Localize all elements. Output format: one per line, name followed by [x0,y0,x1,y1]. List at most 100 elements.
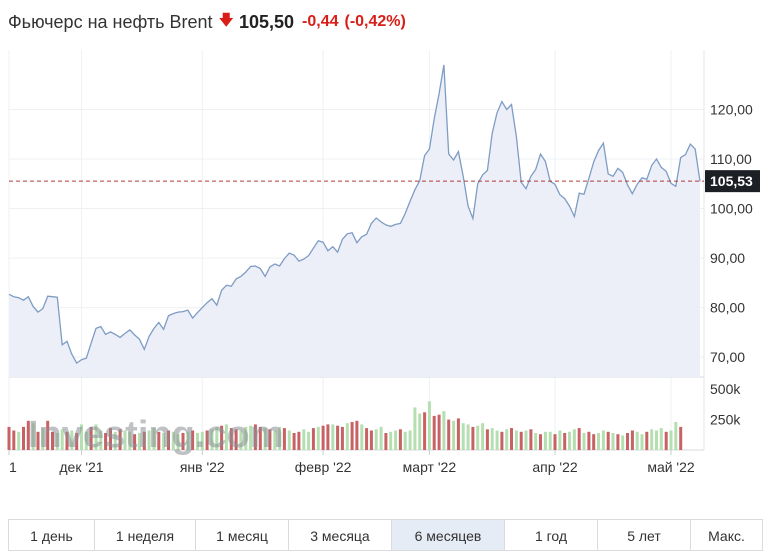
period-button-0[interactable]: 1 день [8,519,95,551]
volume-bar [423,412,427,450]
volume-bar [350,422,354,450]
period-button-5[interactable]: 1 год [505,519,598,551]
volume-bar [621,435,625,450]
x-tick-label: февр '22 [295,459,352,475]
volume-bar [495,430,499,450]
volume-bar [524,430,528,450]
volume-bar [70,430,74,450]
price-change-percent: (-0,42%) [344,13,406,30]
volume-bar [505,429,509,450]
current-price-marker: 105,53 [9,170,760,193]
volume-bar [394,430,398,450]
volume-bar [162,433,166,450]
volume-bar [94,424,98,450]
volume-bar [128,431,132,451]
volume-bar [606,431,610,451]
y-tick-label: 80,00 [710,300,745,316]
volume-bar [447,419,451,450]
price-change: -0,44 [302,13,339,30]
volume-bar [452,420,456,450]
volume-bar [432,415,436,450]
volume-bar [253,424,257,450]
volume-bar [534,433,538,450]
volume-bar [374,429,378,450]
watermark-text: Investing.com [28,414,284,456]
volume-bar [630,430,634,450]
volume-bar [510,428,513,450]
volume-bar [519,431,523,451]
volume-bar [229,428,233,450]
volume-bar [408,430,412,450]
volume-bar [331,424,335,450]
period-button-4[interactable]: 6 месяцев [392,519,505,551]
volume-bar [365,428,369,450]
volume-bar [31,423,35,450]
volume-bar [389,431,393,451]
volume-bar [427,401,431,450]
volume-bar [36,431,40,451]
volume-bar [456,418,460,450]
volume-bar [403,431,407,451]
volume-bar [650,429,654,450]
volume-bar [268,429,272,450]
volume-bar [142,431,146,451]
volume-bar [7,426,11,450]
volume-bar [157,431,161,451]
volume-bar [273,430,277,450]
x-tick-label: март '22 [403,459,457,475]
volume-bar [500,431,504,451]
volume-bar [104,433,108,450]
volume-bar [514,430,518,450]
volume-bar [186,431,190,451]
volume-bar [611,433,615,450]
volume-bar [476,425,480,450]
volume-bar [205,430,209,450]
volume-bar [601,430,605,450]
period-button-3[interactable]: 3 месяца [289,519,392,551]
period-button-2[interactable]: 1 месяц [196,519,289,551]
price-chart[interactable]: Investing.com 70,00 80,00 90,00 100,00 110,0… [0,0,777,515]
volume-bar [22,426,25,450]
period-button-1[interactable]: 1 неделя [95,519,196,551]
volume-bar [133,434,137,450]
volume-bar [485,429,489,450]
volume-tick-label: 500k [710,381,741,397]
volume-bar [26,420,30,450]
volume-bar [437,414,441,450]
period-button-7[interactable]: Макс. [691,519,763,551]
volume-bar [200,431,204,451]
volume-bar [558,430,562,450]
volume-bar [548,431,552,451]
volume-bar [655,430,658,450]
volume-bar [543,431,547,451]
chart-axes: 70,00 80,00 90,00 100,00 110,00 120,00 1 дек '2… [8,101,753,475]
volume-bar [674,422,678,450]
volume-bar [369,430,373,450]
volume-bar [65,431,69,451]
y-tick-label: 110,00 [710,151,752,167]
volume-bar [471,426,475,450]
watermark: Investing.com [28,414,284,456]
volume-bar [181,433,185,450]
volume-bar [263,428,267,450]
volume-bar [118,429,122,450]
volume-bar [645,431,649,451]
volume-bar [442,411,446,450]
volume-bar [582,433,586,450]
period-selector: 1 день 1 неделя 1 месяц 3 месяца 6 месяцев 1 … [8,519,763,551]
volume-bar [336,425,340,450]
volume-bar [258,426,262,450]
volume-bar [84,431,88,451]
volume-bar [316,426,320,450]
volume-bar [234,429,238,450]
volume-bar [587,431,591,451]
period-button-6[interactable]: 5 лет [598,519,691,551]
volume-bar [360,424,364,450]
x-tick-label: апр '22 [532,459,578,475]
volume-bar [138,433,141,450]
volume-bar [626,433,629,450]
volume-bar [461,423,465,450]
volume-bar [51,431,54,451]
current-price-box [705,170,760,193]
volume-bar [297,431,301,451]
